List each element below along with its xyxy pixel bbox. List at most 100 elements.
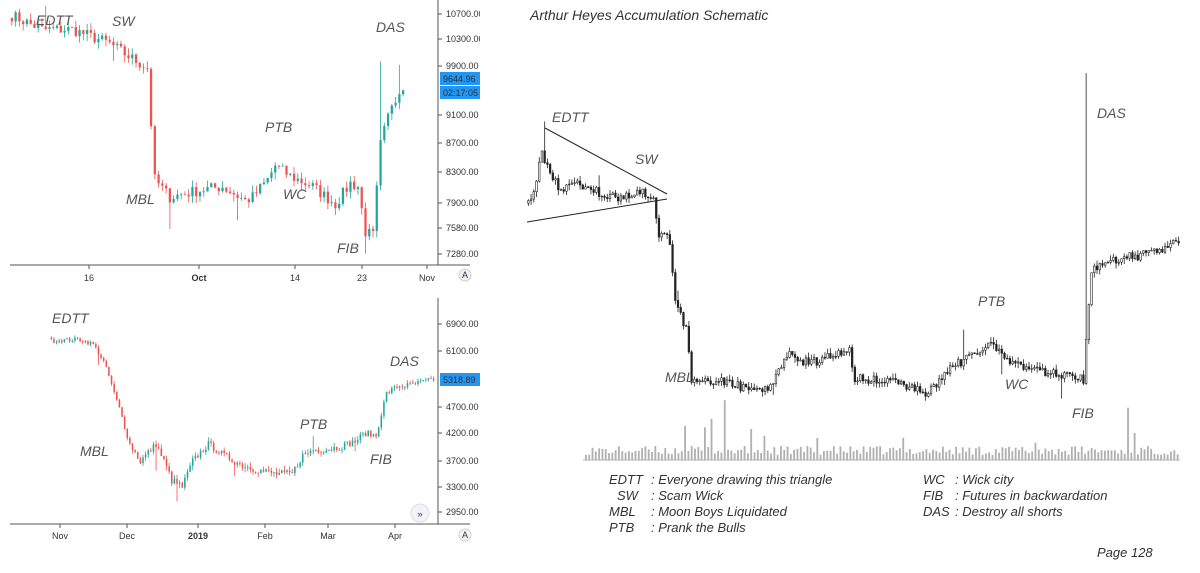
auto-scale-button-label: A [462, 270, 468, 280]
schematic-candle [921, 388, 924, 394]
volume-bar [707, 447, 710, 460]
auto-scale-button[interactable]: A [458, 268, 472, 282]
bottom-candle [163, 455, 165, 461]
volume-bar [786, 446, 789, 460]
volume-bar [1153, 453, 1156, 460]
schematic-candle [1060, 372, 1063, 399]
x-tick-label: Oct [191, 273, 206, 283]
scroll-to-realtime-button[interactable]: » [410, 503, 430, 523]
top-candle [74, 20, 77, 38]
current-price-value: 5318.89 [443, 375, 476, 385]
schematic-candle [581, 183, 584, 190]
bottom-candle [58, 338, 60, 344]
schematic-candle [1041, 363, 1044, 371]
schematic-candle [810, 354, 813, 367]
bottom-candle [92, 341, 94, 345]
schematic-annotation-mbl: MBL [665, 369, 694, 385]
volume-bar [945, 451, 948, 460]
schematic-candle [535, 179, 538, 197]
volume-bar [1143, 449, 1146, 460]
volume-bar [674, 448, 677, 460]
schematic-candle [826, 348, 829, 359]
volume-bar [614, 450, 617, 460]
schematic-candle [880, 377, 884, 388]
volume-bar [667, 453, 670, 460]
schematic-candle [734, 385, 737, 389]
volume-bar [710, 418, 713, 460]
bottom-candle [288, 466, 291, 476]
volume-bar [634, 451, 637, 460]
volume-bar [865, 452, 868, 460]
volume-bar [968, 447, 971, 460]
volume-bar [647, 449, 650, 460]
top-candle [398, 64, 401, 110]
bottom-candle [87, 339, 89, 346]
bottom-candle [79, 337, 81, 343]
schematic-candle [1057, 373, 1061, 382]
volume-bar [975, 448, 977, 460]
volume-bar [859, 453, 862, 460]
schematic-candle [666, 232, 669, 239]
bottom-candle [63, 339, 66, 343]
top-candle [281, 163, 284, 167]
schematic-candle [867, 375, 870, 387]
schematic-candle [576, 178, 579, 185]
bottom-candle [178, 480, 181, 489]
schematic-candle [774, 369, 778, 387]
schematic-candle [1131, 250, 1134, 262]
schematic-candle [1063, 370, 1066, 383]
volume-bar [591, 447, 594, 460]
schematic-candle [1068, 371, 1071, 377]
volume-bar [611, 452, 614, 460]
bottom-candle [108, 366, 110, 377]
volume-bar [1087, 450, 1090, 460]
top-candle [217, 187, 220, 196]
top-candle [236, 191, 239, 221]
candle-countdown-timer: 02:17:05 [443, 88, 478, 98]
auto-scale-button[interactable]: A [458, 528, 472, 542]
schematic-candle [660, 231, 663, 242]
schematic-candle [886, 375, 889, 387]
schematic-candle [1014, 359, 1017, 368]
schematic-candle [1166, 241, 1169, 248]
schematic-candle [872, 371, 876, 387]
schematic-candle [1120, 258, 1123, 265]
top-candle [89, 23, 93, 39]
volume-bar [1150, 448, 1153, 460]
schematic-annotation-das: DAS [1097, 105, 1126, 121]
schematic-candle [736, 376, 739, 389]
bottom-candle [212, 440, 215, 454]
y-tick-label: 10300.00 [446, 34, 480, 44]
y-tick-label: 8300.00 [446, 167, 479, 177]
bottom-candle [171, 470, 173, 487]
bottom-candle [270, 467, 273, 477]
schematic-candle [1101, 259, 1104, 268]
schematic-annotation-ptb: PTB [978, 293, 1005, 309]
x-tick-label: Nov [419, 273, 436, 283]
schematic-candle [641, 188, 644, 199]
volume-bar [770, 453, 772, 460]
bottom-candle [223, 447, 225, 457]
bottom-candle [299, 461, 301, 469]
schematic-candle [769, 383, 772, 392]
top-candle [104, 32, 108, 47]
top-candle [119, 40, 123, 48]
schematic-candle [1174, 237, 1178, 242]
bottom-candle [144, 451, 147, 461]
top-candle [266, 177, 269, 185]
schematic-candle [823, 352, 827, 360]
top-candle [55, 24, 59, 30]
top-candle [225, 186, 228, 193]
volume-bar [1008, 446, 1010, 460]
schematic-candle [1006, 354, 1009, 360]
bottom-candle [375, 432, 377, 439]
schematic-candle [758, 387, 761, 390]
volume-bar [746, 453, 749, 460]
bottom-candle [349, 439, 351, 447]
legend-abbr: DAS [923, 504, 950, 519]
volume-bar [585, 454, 587, 460]
volume-bar [925, 449, 928, 460]
volume-bar [889, 448, 891, 460]
schematic-candle [701, 376, 704, 383]
schematic-candle [690, 350, 693, 385]
